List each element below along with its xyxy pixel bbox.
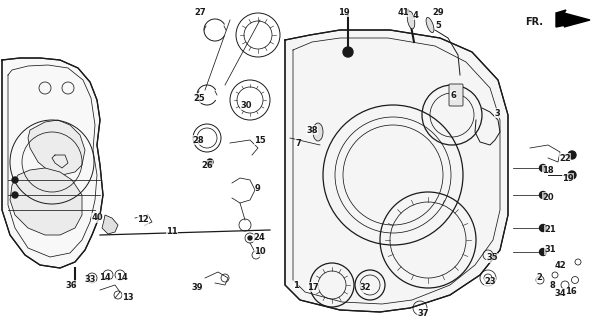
Text: 22: 22 xyxy=(559,154,571,163)
Text: 35: 35 xyxy=(486,253,498,262)
Text: 26: 26 xyxy=(201,161,213,170)
Circle shape xyxy=(12,192,18,198)
Text: 16: 16 xyxy=(565,287,577,297)
Text: 12: 12 xyxy=(137,215,149,225)
Text: 2: 2 xyxy=(536,274,542,283)
Text: 14: 14 xyxy=(116,274,128,283)
Polygon shape xyxy=(102,215,118,234)
Text: 28: 28 xyxy=(192,135,204,145)
Text: 34: 34 xyxy=(554,289,566,298)
Polygon shape xyxy=(285,30,508,312)
Text: FR.: FR. xyxy=(525,17,543,27)
Text: 4: 4 xyxy=(413,11,419,20)
Text: 10: 10 xyxy=(254,247,266,257)
Circle shape xyxy=(207,159,213,165)
Circle shape xyxy=(539,249,547,255)
Text: 13: 13 xyxy=(122,292,134,301)
Text: 33: 33 xyxy=(84,276,96,284)
Circle shape xyxy=(248,236,252,240)
Text: 32: 32 xyxy=(359,284,371,292)
FancyBboxPatch shape xyxy=(449,84,463,106)
Text: 30: 30 xyxy=(240,100,252,109)
Circle shape xyxy=(343,47,353,57)
Text: 19: 19 xyxy=(338,7,350,17)
Text: 8: 8 xyxy=(549,281,555,290)
Circle shape xyxy=(12,177,18,183)
Text: 11: 11 xyxy=(166,228,178,236)
Text: 6: 6 xyxy=(450,91,456,100)
Text: 31: 31 xyxy=(544,245,556,254)
Text: 1: 1 xyxy=(293,281,299,290)
Text: 7: 7 xyxy=(295,139,301,148)
Polygon shape xyxy=(2,58,103,268)
Text: 24: 24 xyxy=(253,234,265,243)
Circle shape xyxy=(539,164,547,172)
Polygon shape xyxy=(10,168,82,235)
Text: 15: 15 xyxy=(254,135,266,145)
Text: 23: 23 xyxy=(484,277,496,286)
Text: 42: 42 xyxy=(554,260,566,269)
Circle shape xyxy=(568,171,576,179)
Text: 37: 37 xyxy=(417,308,429,317)
Text: 25: 25 xyxy=(193,93,205,102)
Polygon shape xyxy=(556,10,590,27)
Text: 18: 18 xyxy=(542,165,554,174)
Ellipse shape xyxy=(407,11,415,29)
Polygon shape xyxy=(28,120,85,175)
Ellipse shape xyxy=(426,17,434,33)
Circle shape xyxy=(539,191,547,198)
Text: 14: 14 xyxy=(99,274,111,283)
Text: 20: 20 xyxy=(542,193,554,202)
Text: 17: 17 xyxy=(307,283,319,292)
Text: 5: 5 xyxy=(435,20,441,29)
Text: 27: 27 xyxy=(194,7,206,17)
Ellipse shape xyxy=(313,123,323,141)
Text: 29: 29 xyxy=(432,7,444,17)
Text: 39: 39 xyxy=(191,283,203,292)
Text: 40: 40 xyxy=(91,213,103,222)
Text: 3: 3 xyxy=(494,108,500,117)
Circle shape xyxy=(539,225,547,231)
Text: 21: 21 xyxy=(544,226,556,235)
Text: 36: 36 xyxy=(65,281,77,290)
Text: 38: 38 xyxy=(306,125,318,134)
Text: 41: 41 xyxy=(397,7,409,17)
Text: 19: 19 xyxy=(562,173,574,182)
Text: 9: 9 xyxy=(255,183,261,193)
Circle shape xyxy=(568,151,576,159)
